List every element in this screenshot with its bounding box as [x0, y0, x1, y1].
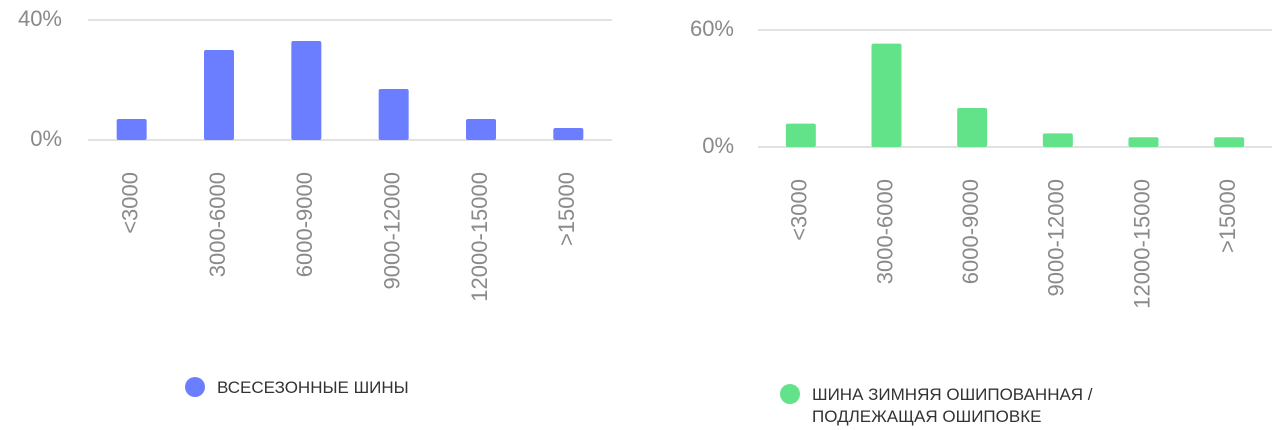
bar [1128, 137, 1159, 147]
bar [553, 128, 584, 140]
bar [1042, 133, 1073, 147]
x-tick-label: <3000 [117, 172, 142, 234]
bar [466, 119, 496, 140]
x-tick-label: <3000 [787, 179, 812, 241]
x-tick-label: 12000-15000 [1129, 179, 1154, 309]
y-tick-label: 40% [18, 6, 62, 31]
x-tick-label: 12000-15000 [467, 172, 492, 302]
x-tick-label: 9000-12000 [379, 172, 404, 289]
legend-item: ШИНА ЗИМНЯЯ ОШИПОВАННАЯ / ПОДЛЕЖАЩАЯ ОШИ… [780, 384, 1160, 428]
x-tick-label: >15000 [1215, 179, 1240, 253]
bar [785, 123, 816, 147]
x-tick-label: >15000 [554, 172, 579, 246]
y-tick-label: 60% [690, 16, 734, 41]
legend-label: ШИНА ЗИМНЯЯ ОШИПОВАННАЯ / ПОДЛЕЖАЩАЯ ОШИ… [812, 385, 1093, 426]
legend-label: ВСЕСЕЗОННЫЕ ШИНЫ [217, 378, 409, 397]
legend-swatch [780, 384, 800, 404]
bar [116, 119, 147, 140]
x-tick-label: 6000-9000 [292, 172, 317, 277]
bar [871, 43, 902, 147]
x-tick-label: 6000-9000 [958, 179, 983, 284]
x-tick-label: 9000-12000 [1044, 179, 1069, 296]
bar [1214, 137, 1245, 147]
legend-item: ВСЕСЕЗОННЫЕ ШИНЫ [185, 377, 505, 399]
bar [957, 108, 988, 147]
y-tick-label: 0% [702, 133, 734, 158]
y-tick-label: 0% [30, 126, 62, 151]
x-tick-label: 3000-6000 [205, 172, 230, 277]
bar [291, 41, 322, 140]
bar [204, 50, 234, 140]
x-tick-label: 3000-6000 [872, 179, 897, 284]
bar [378, 89, 409, 140]
legend-swatch [185, 377, 205, 397]
